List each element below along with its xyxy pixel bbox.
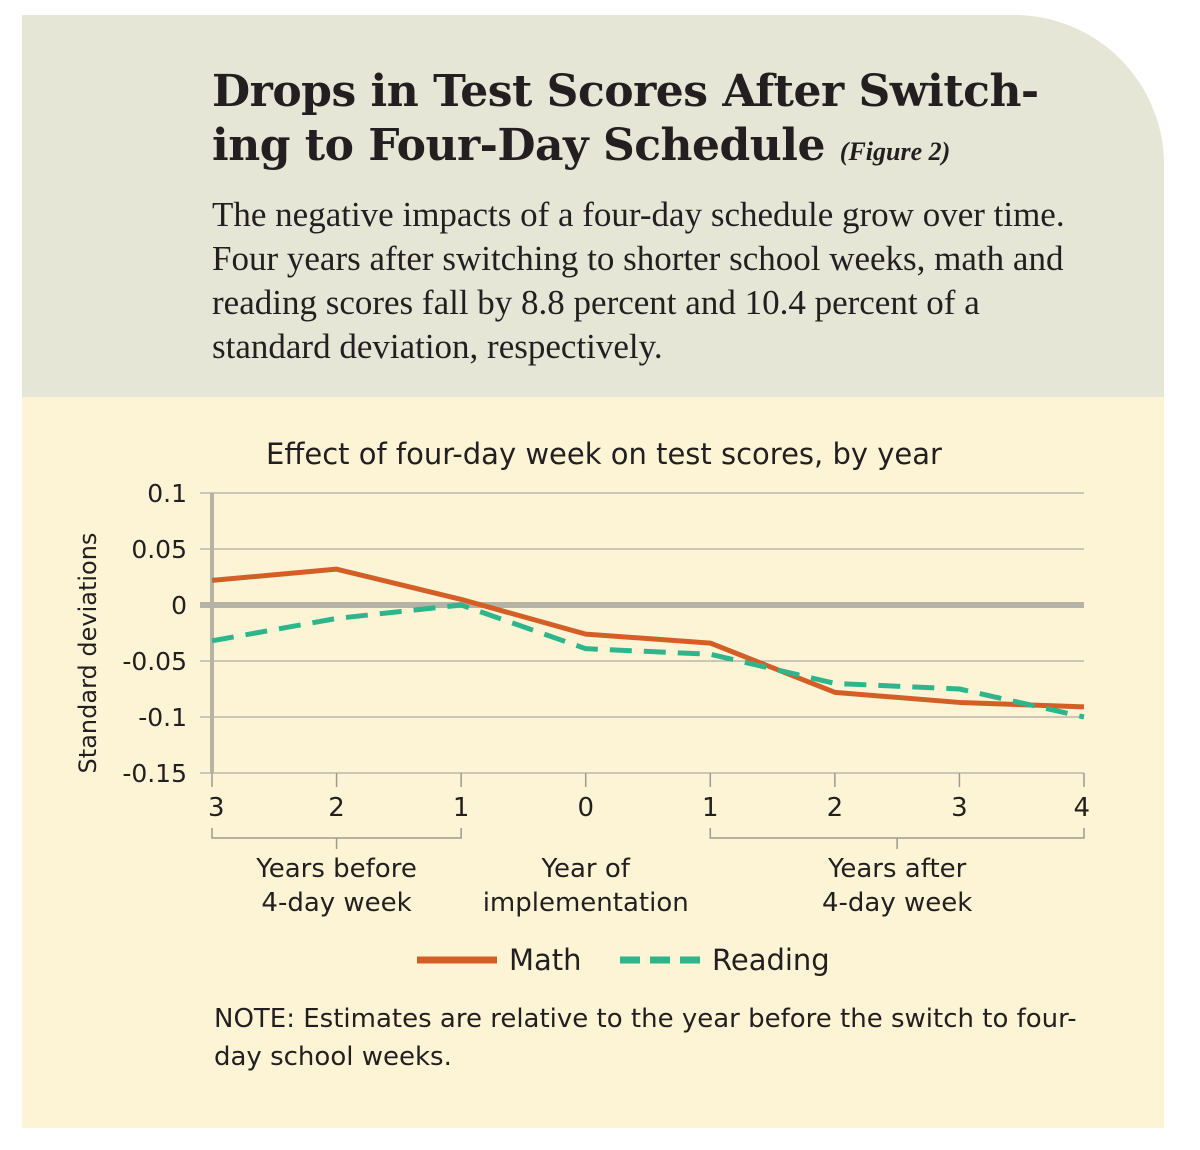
group-label: Year of implementation (483, 854, 689, 918)
y-tick-label: -0.15 (122, 759, 187, 788)
figure-reference: (Figure 2) (839, 137, 951, 166)
y-axis-label: Standard deviations (74, 533, 102, 774)
subtitle: The negative impacts of a four-day sched… (212, 195, 1065, 366)
group-label-line: implementation (483, 888, 689, 918)
y-tick-labels: 0.1 0.05 0 -0.05 -0.1 -0.15 (122, 479, 187, 788)
x-tick-label: 0 (577, 793, 594, 823)
y-tick-label: -0.05 (122, 647, 187, 676)
headline-text: Drops in Test Scores After Switch-ing to… (212, 66, 1039, 171)
x-tick-label: 1 (702, 793, 719, 823)
chart-title: Effect of four-day week on test scores, … (266, 437, 942, 471)
legend-label-reading: Reading (712, 943, 830, 977)
x-tick-label: 1 (453, 793, 470, 823)
group-label-line: Years after (827, 854, 967, 884)
chart-note: NOTE: Estimates are relative to the year… (214, 1004, 1077, 1072)
header-panel: Drops in Test Scores After Switch-ing to… (22, 15, 1164, 397)
group-label: Years after 4-day week (822, 854, 972, 918)
x-tick-label: 4 (1073, 793, 1090, 823)
figure-card: Drops in Test Scores After Switch-ing to… (22, 15, 1164, 1128)
x-tick-label: 2 (328, 793, 345, 823)
y-tick-label: 0 (171, 591, 187, 620)
line-chart: Effect of four-day week on test scores, … (74, 437, 1090, 977)
group-label-line: Year of (541, 854, 631, 884)
group-bracket (211, 828, 462, 839)
group-label-line: 4-day week (261, 888, 411, 918)
series-lines (211, 566, 1085, 720)
x-tick-label: 3 (208, 793, 225, 823)
x-axis: 3 2 1 0 1 2 3 4 (208, 773, 1090, 823)
group-label-line: Years before (255, 854, 417, 884)
legend: Math Reading (417, 943, 830, 977)
y-gridlines (200, 492, 1084, 774)
group-label-line: 4-day week (822, 888, 972, 918)
y-tick-label: 0.1 (147, 479, 187, 508)
group-label: Years before 4-day week (255, 854, 417, 918)
y-tick-label: -0.1 (138, 703, 187, 732)
x-tick-label: 3 (951, 793, 968, 823)
headline: Drops in Test Scores After Switch-ing to… (212, 65, 1112, 179)
series-line-math (211, 566, 1085, 710)
category-groups: Years before 4-day week Year of implementat… (211, 828, 1085, 918)
legend-label-math: Math (509, 943, 582, 977)
y-tick-label: 0.05 (131, 535, 187, 564)
x-tick-label: 2 (827, 793, 844, 823)
group-bracket (709, 828, 1085, 839)
series-line-reading (211, 602, 1085, 720)
